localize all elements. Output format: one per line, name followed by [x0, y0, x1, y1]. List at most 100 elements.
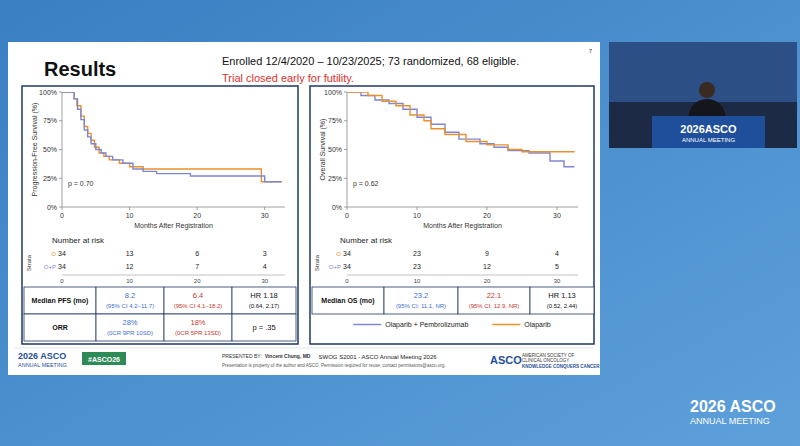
x-axis-title: Months After Registration: [134, 222, 213, 230]
plot-area: [347, 92, 575, 167]
cell-value: 18%: [190, 318, 205, 327]
footer-rule: [14, 348, 594, 349]
x-tick-label: 20: [483, 212, 491, 219]
strata-title: Strata: [314, 254, 320, 271]
x-tick: [347, 207, 348, 210]
cell-value: 8.2: [125, 291, 135, 300]
podium-text: 2026ASCO: [680, 123, 737, 135]
survival-curve: [62, 92, 282, 182]
video-screen: [609, 42, 797, 102]
background: [0, 0, 800, 446]
legend-label: Olaparib + Pembrolizumab: [385, 321, 468, 329]
x-tick-label: 30: [553, 212, 561, 219]
at-risk-count: 6: [195, 250, 199, 257]
at-risk-count: 12: [483, 263, 491, 270]
y-tick: [59, 120, 62, 121]
podium-text: ANNUAL MEETING: [682, 137, 735, 143]
x-tick-label: 10: [413, 212, 421, 219]
x-tick-label: 0: [60, 212, 64, 219]
x-tick-label: 10: [126, 212, 134, 219]
slide: [8, 42, 600, 375]
table-cell: [164, 287, 232, 314]
cell-value: 22.1: [487, 291, 502, 300]
watermark-sub: ANNUAL MEETING: [690, 416, 770, 426]
at-risk-tick-label: 30: [554, 278, 561, 284]
survival-curve: [347, 92, 575, 152]
hashtag: #ASCO26: [88, 356, 120, 363]
y-tick: [344, 92, 347, 93]
hashtag-box: [82, 352, 126, 365]
meeting: SWOG S2001 - ASCO Annual Meeting 2026: [318, 354, 437, 360]
x-tick-label: 20: [193, 212, 201, 219]
row-label: Median OS (mo): [321, 297, 374, 305]
cell-value: 23.2: [414, 291, 429, 300]
at-risk-tick-label: 0: [60, 278, 64, 284]
plot-area: [62, 92, 282, 182]
cell-value: HR 1.18: [250, 291, 278, 300]
x-axis: [347, 207, 578, 208]
x-tick: [487, 207, 488, 210]
y-tick: [344, 149, 347, 150]
slide-header: Enrolled 12/4/2020 – 10/23/2025; 73 rand…: [222, 55, 519, 67]
y-tick-label: 0%: [332, 204, 342, 211]
y-axis-title: Overall Survival (%): [319, 119, 327, 181]
at-risk-count: 12: [126, 263, 134, 270]
watermark: 2026 ASCO: [690, 398, 776, 415]
cell-sub: (95% CI 4.1–18.2): [174, 303, 223, 309]
at-risk-count: 3: [263, 250, 267, 257]
cell-value: 28%: [122, 318, 137, 327]
cell-value: p = .35: [252, 323, 275, 332]
at-risk-axis: [62, 275, 285, 276]
cell-sub: (0.64, 2.17): [249, 303, 280, 309]
cell-sub: (95% CI: 11.1, NR): [396, 303, 446, 309]
strata-label: O+P: [44, 264, 56, 270]
at-risk-count: 7: [195, 263, 199, 270]
table-cell: [312, 287, 384, 314]
y-tick-label: 100%: [324, 89, 342, 96]
y-tick-label: 100%: [39, 89, 57, 96]
at-risk-count: 23: [413, 250, 421, 257]
table-cell: [24, 287, 96, 314]
y-tick: [59, 149, 62, 150]
x-axis: [62, 207, 285, 208]
chart: 0%25%50%75%100%0102030Months After Regis…: [310, 86, 594, 344]
p-value: p = 0.62: [353, 180, 379, 188]
x-axis-title: Months After Registration: [423, 222, 502, 230]
at-risk-title: Number at risk: [340, 236, 393, 245]
at-risk-axis: [347, 275, 578, 276]
y-tick-label: 0%: [47, 204, 57, 211]
video-frame: [609, 42, 797, 148]
at-risk-count: 34: [58, 250, 66, 257]
speaker-head: [699, 82, 715, 98]
x-tick-label: 30: [261, 212, 269, 219]
p-value: p = 0.70: [68, 180, 94, 188]
slide-note: Trial closed early for futility.: [222, 72, 354, 84]
cell-sub: (0.52, 2.44): [547, 303, 578, 309]
at-risk-title: Number at risk: [52, 236, 105, 245]
legend-swatch: [492, 324, 520, 326]
x-tick-label: 0: [345, 212, 349, 219]
row-label: Median PFS (mo): [32, 297, 89, 305]
x-tick: [197, 207, 198, 210]
at-risk-count: 23: [413, 263, 421, 270]
at-risk-count: 34: [343, 263, 351, 270]
legend: Olaparib + Pembrolizumab Olaparib: [353, 321, 551, 329]
survival-curve: [62, 92, 282, 182]
presenter: Vincent Chung, MD: [265, 353, 311, 359]
x-tick: [264, 207, 265, 210]
at-risk-tick-label: 0: [345, 278, 349, 284]
at-risk-count: 34: [343, 250, 351, 257]
org-line: CLINICAL ONCOLOGY: [522, 358, 569, 363]
table-cell: [232, 314, 296, 341]
footer-logo-sub: ANNUAL MEETING: [18, 362, 67, 368]
x-tick: [129, 207, 130, 210]
y-tick: [344, 178, 347, 179]
x-tick: [62, 207, 63, 210]
at-risk-count: 5: [555, 263, 559, 270]
legend-label: Olaparib: [524, 321, 551, 329]
at-risk-tick-label: 30: [261, 278, 268, 284]
chart: 0%25%50%75%100%0102030Months After Regis…: [22, 86, 298, 344]
strata-label: O+P: [329, 264, 341, 270]
at-risk-tick-label: 10: [414, 278, 421, 284]
speaker-body: [688, 99, 726, 118]
